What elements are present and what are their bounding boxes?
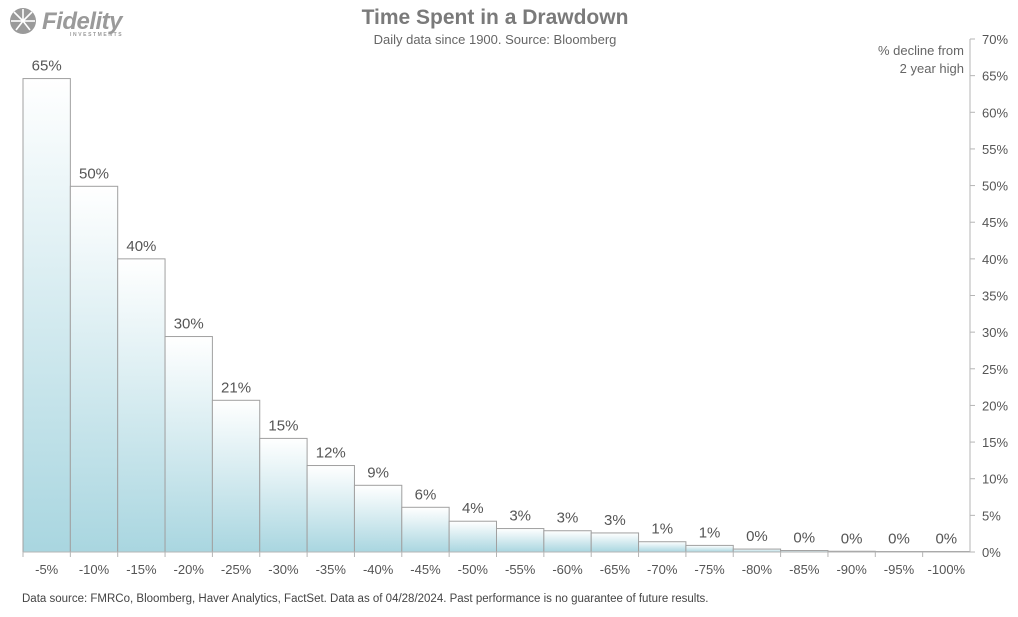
- x-tick-label: -50%: [458, 562, 489, 577]
- y-tick-label: 70%: [982, 32, 1008, 47]
- bars-group: [22, 78, 971, 553]
- y-tick-label: 30%: [982, 325, 1008, 340]
- x-axis: -5% -10% -15% -20% -25% -30% -35% -40% -45% -50% -…: [22, 551, 970, 577]
- x-tick-label: -45%: [410, 562, 441, 577]
- bar-value-label: 1%: [651, 521, 673, 538]
- bar-value-label: 4%: [462, 500, 484, 517]
- x-tick-label: -30%: [268, 562, 299, 577]
- y-tick-label: 65%: [982, 69, 1008, 84]
- bar--65%: [590, 532, 640, 553]
- x-tick-label: -80%: [742, 562, 773, 577]
- y-tick-label: 60%: [982, 105, 1008, 120]
- x-tick-label: -5%: [35, 562, 59, 577]
- bar--55%: [496, 528, 545, 553]
- bar--20%: [164, 336, 213, 553]
- bar-labels-group: 65% 50% 40% 30% 21% 15% 12% 9% 6% 4% 3% 3% 3% 1% 1% 0% 0…: [32, 58, 958, 548]
- bar-value-label: 30%: [174, 316, 204, 333]
- bar-value-label: 21%: [221, 379, 251, 396]
- y-tick-label: 35%: [982, 289, 1008, 304]
- bar-value-label: 6%: [415, 486, 437, 503]
- y-tick-label: 25%: [982, 362, 1008, 377]
- x-tick-label: -100%: [928, 562, 966, 577]
- y-axis-note-line1: % decline from: [878, 43, 964, 58]
- y-tick-label: 40%: [982, 252, 1008, 267]
- y-tick-label: 45%: [982, 215, 1008, 230]
- bar--45%: [401, 506, 450, 553]
- fidelity-starburst-icon: [10, 8, 36, 34]
- bar-value-label: 65%: [32, 58, 62, 75]
- y-tick-label: 10%: [982, 472, 1008, 487]
- bar-value-label: 1%: [699, 524, 721, 541]
- bar--30%: [259, 437, 308, 553]
- logo-tagline: INVESTMENTS: [70, 32, 124, 38]
- y-tick-label: 15%: [982, 435, 1008, 450]
- chart-title: Time Spent in a Drawdown: [361, 6, 629, 29]
- x-tick-label: -90%: [836, 562, 867, 577]
- bar-value-label: 9%: [367, 464, 389, 481]
- x-tick-label: -40%: [363, 562, 394, 577]
- y-axis-note-line2: 2 year high: [899, 61, 964, 76]
- x-tick-label: -85%: [789, 562, 820, 577]
- x-tick-label: -20%: [174, 562, 205, 577]
- y-tick-label: 50%: [982, 179, 1008, 194]
- bar-value-label: 0%: [793, 530, 815, 547]
- x-tick-label: -35%: [316, 562, 347, 577]
- y-tick-label: 5%: [982, 508, 1001, 523]
- y-tick-label: 0%: [982, 545, 1001, 560]
- x-tick-label: -25%: [221, 562, 252, 577]
- bar-value-label: 0%: [841, 530, 863, 547]
- bar-value-label: 0%: [888, 531, 910, 548]
- x-tick-label: -60%: [552, 562, 583, 577]
- bar--25%: [211, 399, 261, 553]
- x-tick-label: -10%: [79, 562, 110, 577]
- bar-value-label: 0%: [935, 531, 957, 548]
- bar-value-label: 50%: [79, 165, 109, 182]
- bar-value-label: 3%: [604, 512, 626, 529]
- x-tick-label: -75%: [694, 562, 725, 577]
- bar--5%: [22, 78, 71, 553]
- bar--10%: [69, 185, 119, 553]
- bar--35%: [306, 465, 355, 553]
- bar--75%: [685, 544, 734, 553]
- bar-value-label: 3%: [509, 508, 531, 525]
- y-axis-note: % decline from 2 year high: [878, 42, 964, 78]
- bar-value-label: 3%: [557, 510, 579, 527]
- x-tick-label: -55%: [505, 562, 536, 577]
- fidelity-logo: Fidelity INVESTMENTS: [8, 6, 168, 38]
- bar-value-label: 40%: [126, 238, 156, 255]
- chart-subtitle: Daily data since 1900. Source: Bloomberg: [373, 32, 617, 47]
- x-tick-label: -70%: [647, 562, 678, 577]
- bar-value-label: 15%: [268, 417, 298, 434]
- x-tick-label: -15%: [126, 562, 157, 577]
- y-tick-label: 55%: [982, 142, 1008, 157]
- bar--40%: [353, 484, 403, 553]
- y-tick-label: 20%: [982, 398, 1008, 413]
- y-axis: 0% 5% 10% 15% 20% 25% 30% 35% 40% 45% 50% 55% 60% 65%…: [969, 32, 1008, 560]
- bar--70%: [638, 541, 687, 553]
- logo-wordmark: Fidelity: [42, 8, 123, 35]
- bar--15%: [117, 258, 166, 553]
- bar--50%: [448, 520, 497, 553]
- x-tick-label: -65%: [600, 562, 631, 577]
- bar-value-label: 0%: [746, 528, 768, 545]
- bar--60%: [543, 530, 592, 553]
- bar-value-label: 12%: [316, 445, 346, 462]
- footer-note: Data source: FMRCo, Bloomberg, Haver Ana…: [22, 593, 709, 605]
- x-tick-label: -95%: [884, 562, 915, 577]
